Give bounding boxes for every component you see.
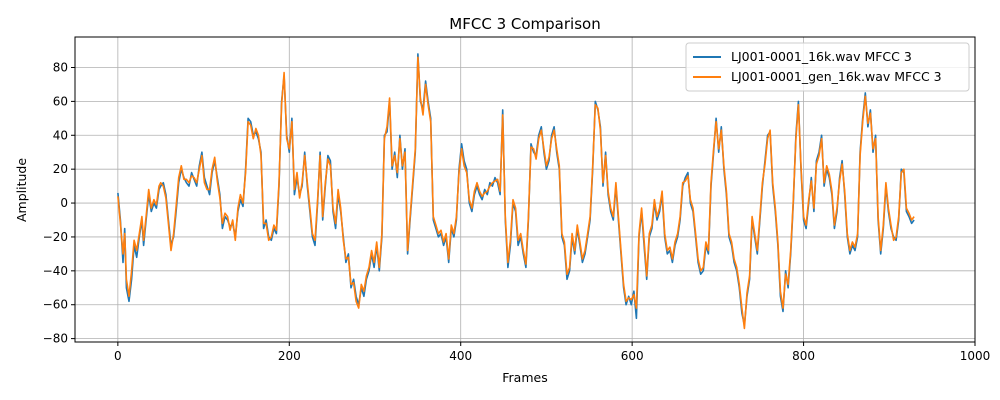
plot-area-frame: [74, 36, 976, 343]
x-axis-label: Frames: [502, 370, 547, 385]
legend: LJ001-0001_16k.wav MFCC 3 LJ001-0001_gen…: [685, 42, 970, 92]
x-tick-label: 200: [278, 349, 301, 363]
series-layer: [117, 53, 915, 330]
grid-lines: [75, 37, 976, 342]
x-tick-label: 1000: [960, 349, 991, 363]
y-tick-label: 60: [53, 94, 68, 108]
y-tick-label: −80: [43, 332, 68, 346]
legend-label-series-2: LJ001-0001_gen_16k.wav MFCC 3: [731, 69, 942, 84]
x-tick-label: 400: [449, 349, 472, 363]
legend-label-series-1: LJ001-0001_16k.wav MFCC 3: [731, 49, 912, 64]
y-axis-label: Amplitude: [14, 158, 29, 222]
chart-title: MFCC 3 Comparison: [449, 15, 600, 33]
x-tick-label: 600: [621, 349, 644, 363]
axis-ticks: 0 200 400 600 800 1000 −80 −60 −40 −20 0 20 40 60 80: [43, 61, 991, 364]
y-tick-label: −60: [43, 298, 68, 312]
y-tick-label: 80: [53, 61, 68, 75]
x-tick-label: 0: [114, 349, 122, 363]
x-tick-label: 800: [792, 349, 815, 363]
y-tick-label: 0: [60, 196, 68, 210]
legend-box: [685, 42, 970, 92]
series-line-2: [117, 56, 915, 330]
y-tick-label: −20: [43, 230, 68, 244]
y-tick-label: 20: [53, 162, 68, 176]
y-tick-label: −40: [43, 264, 68, 278]
y-tick-label: 40: [53, 128, 68, 142]
